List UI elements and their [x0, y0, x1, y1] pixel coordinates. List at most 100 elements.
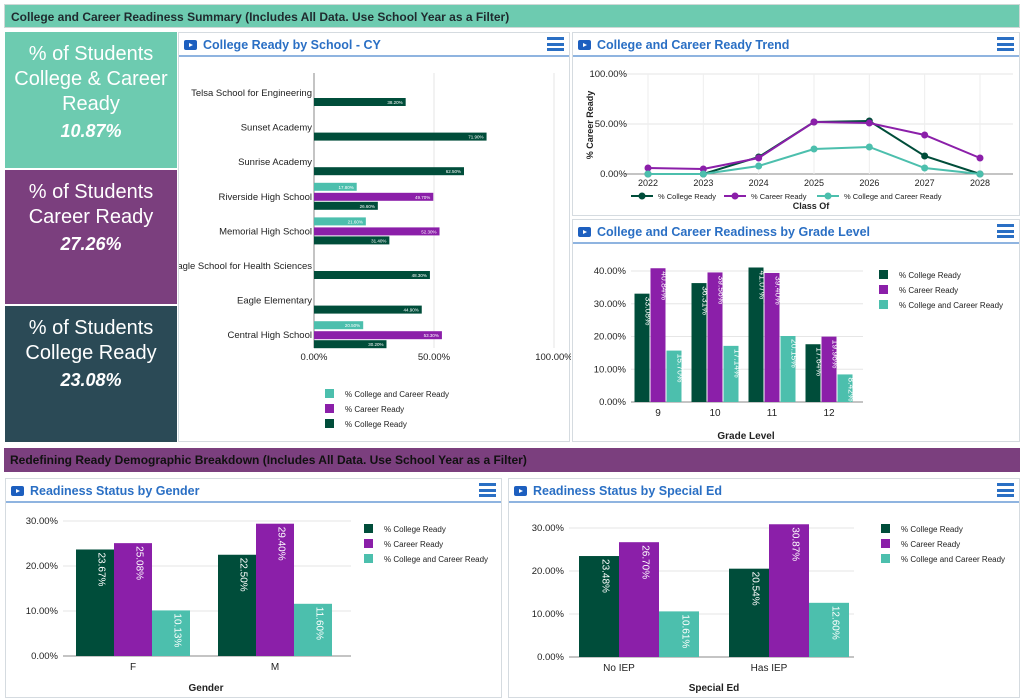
data-point: [976, 170, 984, 178]
youtube-icon[interactable]: [184, 40, 197, 50]
x-tick-label: 12: [823, 408, 835, 419]
x-tick-label: 2028: [970, 178, 990, 188]
panel-title: Readiness Status by Gender: [6, 479, 501, 503]
y-tick-label: 10.00%: [594, 364, 627, 375]
legend-label: % College Ready: [899, 271, 961, 280]
x-tick-label: 2025: [804, 178, 824, 188]
legend-swatch: [364, 539, 373, 548]
kpi-label: % of Students College & Career Ready: [14, 43, 168, 115]
y-tick-label: Eagle Elementary: [237, 296, 312, 307]
bar: [579, 556, 619, 657]
bar: [769, 524, 809, 657]
kpi-label: % of Students Career Ready: [28, 181, 154, 228]
y-tick-label: 10.00%: [532, 609, 565, 620]
kpi-college-career-ready[interactable]: % of Students College & Career Ready 10.8…: [5, 32, 177, 168]
legend-swatch: [879, 270, 888, 279]
bar: [821, 336, 837, 402]
data-label: 20.15%: [790, 339, 800, 368]
hamburger-menu-icon[interactable]: [997, 483, 1014, 497]
bar: [314, 217, 366, 226]
legend-swatch: [881, 524, 890, 533]
bar: [659, 611, 699, 657]
y-tick-label: 30.00%: [594, 299, 627, 310]
x-tick-label: 0.00%: [301, 352, 328, 363]
x-tick-label: 50.00%: [418, 352, 451, 363]
y-tick-label: 0.00%: [537, 652, 564, 663]
legend-swatch: [881, 539, 890, 548]
data-label: 36.31%: [701, 286, 711, 315]
data-label: 30.87%: [790, 527, 801, 561]
y-tick-label: Sunset Academy: [241, 123, 313, 134]
chart-college-ready-by-school: 0.00% 50.00% 100.00% Telsa School for Engin…: [179, 73, 571, 429]
legend-label: % Career Ready: [751, 192, 807, 201]
x-axis-title: Gender: [188, 683, 223, 694]
youtube-icon[interactable]: [578, 40, 591, 50]
data-label: 22.50%: [238, 558, 249, 592]
legend-swatch: [881, 554, 890, 563]
panel-title-text: College and Career Ready Trend: [597, 38, 790, 52]
bar: [837, 374, 853, 402]
hamburger-menu-icon[interactable]: [997, 224, 1014, 238]
data-label: 26.70%: [640, 545, 651, 579]
data-label: 26.60%: [360, 204, 375, 209]
data-point: [810, 145, 818, 153]
data-label: 53.30%: [424, 333, 439, 338]
y-tick-label: Eagle School for Health Sciences: [179, 261, 312, 272]
kpi-value: 23.08%: [60, 370, 122, 390]
y-tick-label: 20.00%: [532, 566, 565, 577]
y-tick-label: Riverside High School: [219, 192, 312, 203]
data-point: [921, 152, 929, 160]
data-label: 31.40%: [371, 238, 386, 243]
y-tick-label: 20.00%: [26, 561, 59, 572]
data-point: [644, 164, 652, 172]
data-label: 10.13%: [172, 613, 183, 647]
data-label: 8.42%: [847, 377, 857, 402]
panel-readiness-by-grade: College and Career Readiness by Grade Le…: [572, 219, 1020, 442]
kpi-label: % of Students College Ready: [25, 317, 157, 364]
data-point: [865, 143, 873, 151]
y-tick-label: 50.00%: [595, 119, 628, 130]
bar: [666, 350, 682, 402]
y-tick-label: 20.00%: [594, 332, 627, 343]
kpi-career-ready[interactable]: % of Students Career Ready 27.26%: [5, 170, 177, 304]
data-label: 25.08%: [134, 546, 145, 580]
y-tick-label: 40.00%: [594, 266, 627, 277]
y-tick-label: 0.00%: [600, 169, 627, 180]
hamburger-menu-icon[interactable]: [479, 483, 496, 497]
data-label: 17.64%: [815, 347, 825, 376]
data-label: 39.56%: [717, 275, 727, 304]
bar: [619, 542, 659, 657]
panel-readiness-by-gender: Readiness Status by Gender 0.00% 10.00% 20…: [5, 478, 502, 698]
data-label: 71.90%: [468, 135, 483, 140]
data-point: [699, 170, 707, 178]
y-tick-label: Memorial High School: [219, 226, 312, 237]
x-axis-title: Class Of: [793, 201, 831, 211]
y-tick-label: 30.00%: [532, 523, 565, 534]
data-label: 40.84%: [660, 271, 670, 300]
legend-swatch: [879, 300, 888, 309]
x-tick-label: 2022: [638, 178, 658, 188]
y-tick-label: 0.00%: [31, 651, 58, 662]
youtube-icon[interactable]: [11, 486, 24, 496]
bar: [314, 321, 364, 330]
data-point: [921, 131, 929, 139]
y-axis-title: % Career Ready: [585, 91, 595, 160]
youtube-icon[interactable]: [514, 486, 527, 496]
data-label: 23.67%: [96, 552, 107, 586]
chart-readiness-by-special-ed: 0.00% 10.00% 20.00% 30.00% No IEP 23.48% 26.70…: [532, 523, 1005, 694]
bar: [650, 268, 666, 402]
youtube-icon[interactable]: [578, 227, 591, 237]
bar: [634, 293, 650, 402]
hamburger-menu-icon[interactable]: [997, 37, 1014, 51]
hamburger-menu-icon[interactable]: [547, 37, 564, 51]
y-tick-label: 0.00%: [599, 397, 626, 408]
y-tick-label: Sunrise Academy: [238, 157, 312, 168]
data-label: 38.20%: [387, 100, 402, 105]
kpi-college-ready[interactable]: % of Students College Ready 23.08%: [5, 306, 177, 442]
bar: [314, 201, 378, 210]
data-point: [865, 119, 873, 127]
legend-swatch: [325, 419, 334, 428]
x-tick-label: 9: [655, 408, 661, 419]
legend-label: % Career Ready: [901, 540, 960, 549]
legend-marker: [638, 192, 646, 200]
